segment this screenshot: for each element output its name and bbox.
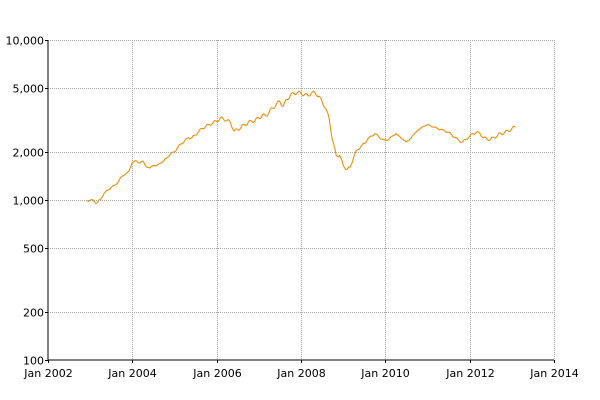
x-tick-label: Jan 2004 [107,367,156,380]
x-axis-ticks: Jan 2002 Jan 2004 Jan 2006 Jan 2008 Jan 2010… [23,360,579,380]
x-tick-label: Jan 2008 [276,367,325,380]
y-tick-label: 1,000 [13,195,45,208]
y-tick-label: 100 [23,355,44,368]
x-tick-label: Jan 2010 [360,367,409,380]
y-tick-label: 2,000 [13,147,45,160]
y-tick-label: 200 [23,307,44,320]
series-group [86,90,516,205]
y-tick-label: 10,000 [6,35,45,48]
x-tick-label: Jan 2014 [529,367,578,380]
y-tick-label: 5,000 [13,83,45,96]
grid-lines [48,40,555,360]
y-axis-ticks: 100 200 500 1,000 2,000 5,000 10,000 [6,35,48,368]
x-tick-label: Jan 2002 [23,367,72,380]
x-tick-label: Jan 2006 [192,367,241,380]
y-tick-label: 500 [23,243,44,256]
series-line [86,90,516,205]
x-tick-label: Jan 2012 [445,367,494,380]
